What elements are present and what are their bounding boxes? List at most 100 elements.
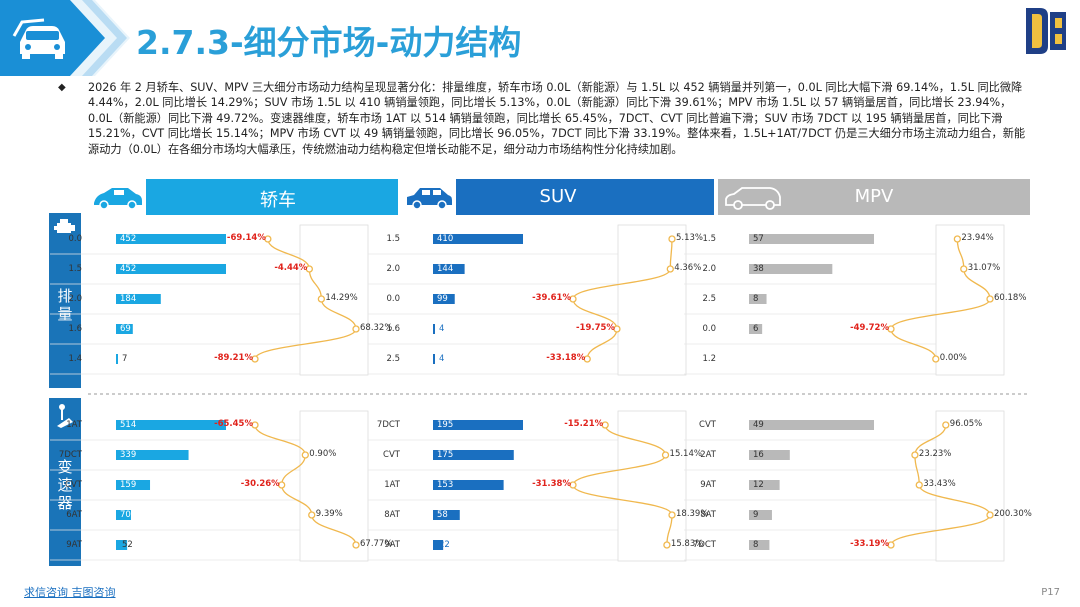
bar-value: 38 [753, 264, 764, 274]
bar [749, 420, 874, 430]
yoy-label: -69.14% [226, 233, 266, 243]
category-label: 9AT [66, 540, 82, 550]
bar [433, 510, 460, 520]
category-label: 2.0 [68, 294, 82, 304]
yoy-label: 5.13% [676, 233, 704, 243]
bar-value: 339 [120, 450, 137, 460]
tab-suv: SUV [402, 179, 714, 215]
yoy-point [915, 481, 923, 489]
yoy-point [986, 511, 994, 519]
yoy-point [251, 355, 259, 363]
yoy-label: 15.14% [669, 449, 702, 459]
category-label: 1.6 [68, 324, 82, 334]
line-panel-border [935, 224, 1005, 376]
yoy-point [278, 481, 286, 489]
bar-value: 153 [437, 480, 454, 490]
category-label: 1.2 [702, 354, 716, 364]
tab-sedan-label: 轿车 [260, 190, 296, 211]
bar [433, 450, 514, 460]
yoy-point [569, 295, 577, 303]
tab-mpv-label: MPV [854, 186, 894, 207]
bar-value: 99 [437, 294, 448, 304]
yoy-label: -89.21% [214, 353, 253, 363]
bar [116, 510, 131, 520]
bar-value: 9 [753, 510, 759, 520]
bar-value: 58 [437, 510, 448, 520]
yoy-label: 96.05% [949, 419, 983, 429]
bar [116, 324, 133, 334]
yoy-label: -19.75% [576, 323, 615, 333]
yoy-point [352, 325, 360, 333]
category-label: 1AT [66, 420, 82, 430]
bar [116, 294, 161, 304]
category-label: 2.0 [702, 264, 716, 274]
yoy-point [251, 421, 259, 429]
bar [116, 354, 118, 364]
bar [749, 234, 874, 244]
category-label: CVT [383, 450, 400, 460]
header-banner [0, 0, 1068, 76]
yoy-label: -15.21% [564, 419, 604, 429]
bar [749, 510, 772, 520]
bar-value: 184 [120, 294, 137, 304]
bar [433, 324, 435, 334]
yoy-point [953, 235, 962, 243]
category-label: 2.5 [702, 294, 716, 304]
bar [433, 234, 523, 244]
bar [433, 420, 523, 430]
yoy-label: 0.90% [309, 449, 337, 459]
summary-paragraph: ◆ 2026 年 2 月轿车、SUV、MPV 三大细分市场动力结构呈现显著分化：… [58, 80, 1032, 157]
bar-value: 52 [122, 540, 133, 550]
yoy-label: 0.00% [939, 353, 967, 363]
bar [433, 294, 455, 304]
bar-value: 8 [753, 540, 759, 550]
yoy-line [254, 238, 357, 360]
gear-shift-icon [57, 404, 73, 428]
engine-icon [54, 219, 75, 233]
yoy-label: 4.36% [674, 263, 702, 273]
yoy-line [890, 424, 991, 546]
yoy-point [352, 541, 360, 549]
yoy-point [308, 511, 316, 519]
bar [749, 450, 790, 460]
yoy-label: -49.72% [850, 323, 889, 333]
category-label: 2.5 [386, 354, 400, 364]
category-label: 6AT [66, 510, 82, 520]
line-panel-border [299, 224, 369, 376]
yoy-label: 33.43% [923, 479, 956, 489]
summary-text: 2026 年 2 月轿车、SUV、MPV 三大细分市场动力结构呈现显著分化：排量… [88, 81, 1026, 156]
yoy-label: 23.94% [961, 233, 994, 243]
yoy-label: -33.18% [546, 353, 586, 363]
yoy-point [911, 451, 919, 459]
yoy-point [317, 295, 326, 303]
category-label: 1.4 [68, 354, 82, 364]
bar-value: 514 [120, 420, 137, 430]
line-panel-border [617, 224, 687, 376]
category-label: 1AT [384, 480, 400, 490]
category-label: 9AT [384, 540, 400, 550]
bar-value: 4 [439, 354, 445, 364]
category-label: 0.0 [386, 294, 400, 304]
car-logo-icon [12, 18, 65, 59]
footer-links[interactable]: 求信咨询 吉图咨询 [24, 586, 116, 599]
line-panel-border [299, 410, 369, 562]
bar [749, 294, 767, 304]
yoy-label: 18.39% [676, 509, 709, 519]
tab-suv-label: SUV [539, 186, 577, 207]
yoy-point [305, 265, 314, 273]
yoy-label: 9.39% [315, 509, 343, 519]
bar [433, 264, 465, 274]
bar-value: 159 [120, 480, 137, 490]
category-label: 1.6 [386, 324, 400, 334]
yoy-point [887, 541, 895, 549]
bar-value: 57 [753, 234, 764, 244]
bar-value: 70 [120, 510, 131, 520]
yoy-label: -4.44% [274, 263, 308, 273]
category-label: 0.0 [68, 234, 82, 244]
row-tab-displacement: 排量 [49, 213, 81, 388]
yoy-point [668, 511, 676, 519]
yoy-label: 68.32% [360, 323, 393, 333]
tab-sedan: 轿车 [88, 179, 398, 215]
bar-value: 8 [753, 294, 759, 304]
category-label: 0.0 [702, 324, 716, 334]
